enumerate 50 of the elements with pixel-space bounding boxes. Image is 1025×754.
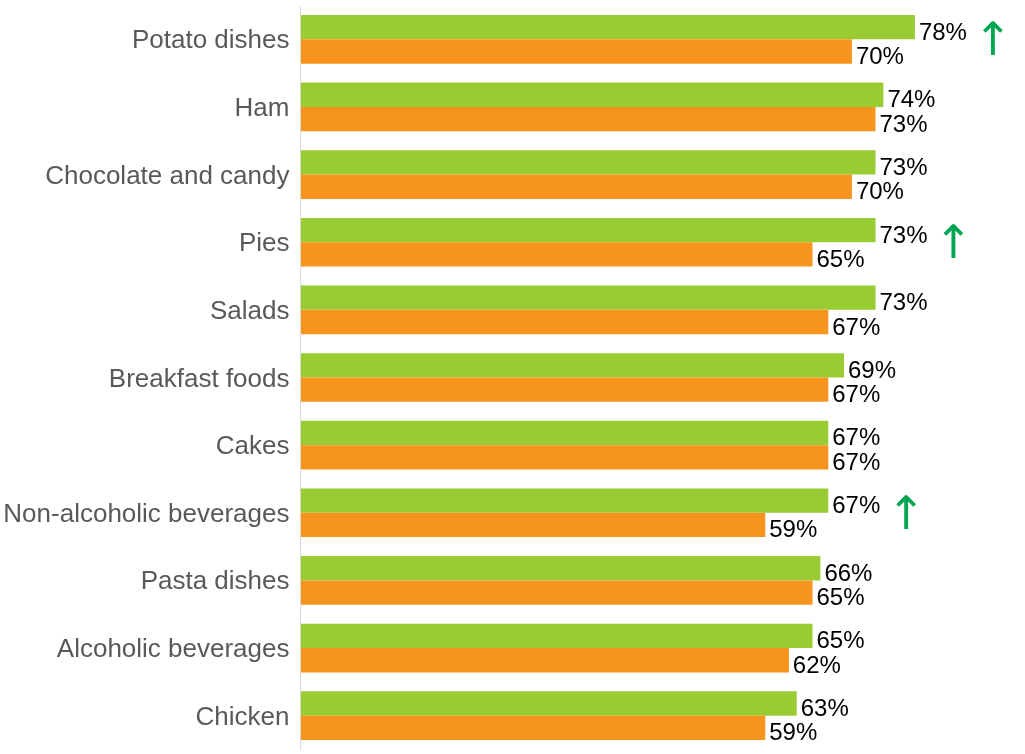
data-label: 78% xyxy=(918,17,967,45)
bar xyxy=(300,217,876,243)
data-label: 65% xyxy=(816,583,865,611)
bar xyxy=(300,106,876,132)
y-tick-label: Pasta dishes xyxy=(140,565,290,596)
bar xyxy=(300,174,852,199)
bar xyxy=(300,512,766,538)
annotation: ↑ xyxy=(973,12,1013,67)
y-tick-label: Salads xyxy=(210,294,290,325)
bar xyxy=(300,309,829,335)
annotation: ↑ xyxy=(886,485,926,540)
data-label: 69% xyxy=(848,355,897,383)
data-label: 59% xyxy=(769,515,818,543)
data-label: 73% xyxy=(879,220,928,248)
y-tick-label: Chocolate and candy xyxy=(45,159,290,190)
y-tick-label: Non-alcoholic beverages xyxy=(3,497,290,528)
bar xyxy=(300,39,852,64)
bar xyxy=(300,150,876,175)
data-label: 73% xyxy=(879,152,928,180)
data-label: 70% xyxy=(855,41,904,69)
data-label: 73% xyxy=(879,288,928,316)
bar xyxy=(300,556,821,581)
bar xyxy=(300,648,789,673)
bar xyxy=(300,377,829,402)
bar xyxy=(300,353,845,378)
bar xyxy=(300,488,829,513)
bar xyxy=(300,580,813,605)
bar xyxy=(300,691,797,716)
data-label: 67% xyxy=(832,312,881,340)
y-tick-label: Pies xyxy=(238,227,290,258)
data-label: 65% xyxy=(816,244,865,272)
data-label: 66% xyxy=(824,558,873,586)
bar xyxy=(300,14,915,40)
y-tick-label: Cakes xyxy=(215,430,290,461)
y-tick-label: Potato dishes xyxy=(131,24,290,55)
y-tick-label: Ham xyxy=(234,91,290,122)
data-label: 70% xyxy=(855,177,904,205)
bar xyxy=(300,623,813,649)
y-tick-label: Alcoholic beverages xyxy=(56,633,290,664)
bar xyxy=(300,285,876,310)
bar xyxy=(300,242,813,267)
bar xyxy=(300,445,829,470)
y-tick-label: Chicken xyxy=(195,700,290,731)
data-label: 67% xyxy=(832,380,881,408)
bar xyxy=(300,715,766,741)
bar xyxy=(300,420,829,446)
y-tick-label: Breakfast foods xyxy=(108,362,290,393)
data-label: 67% xyxy=(832,491,881,519)
annotation: ↑ xyxy=(934,215,973,270)
bar xyxy=(300,82,884,107)
